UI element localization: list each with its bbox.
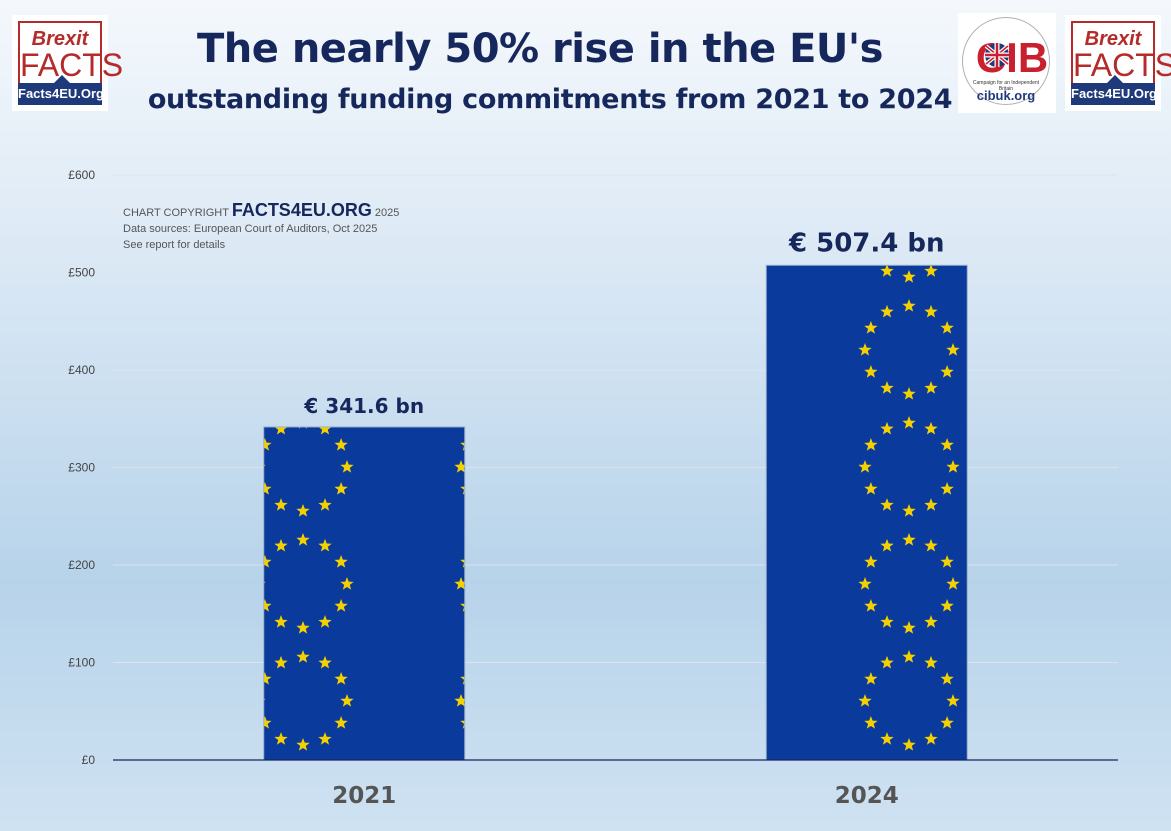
- cib-url: cibuk.org: [976, 88, 1036, 103]
- y-tick-label: £500: [68, 266, 95, 280]
- bar-2021: [263, 426, 466, 761]
- logo-brexit-text: Brexit: [1084, 28, 1142, 50]
- credit-line: CHART COPYRIGHT FACTS4EU.ORG 2025: [123, 200, 400, 221]
- logo-triangle: [54, 75, 70, 83]
- credit-prefix: CHART COPYRIGHT: [123, 207, 229, 219]
- y-tick-label: £400: [68, 363, 95, 377]
- cib-union-flag-icon: CIB: [977, 34, 1047, 78]
- x-tick-label-2021: 2021: [332, 783, 396, 809]
- y-tick-label: £0: [82, 753, 96, 767]
- data-label-2021: € 341.6 bn: [303, 394, 424, 418]
- credit-year: 2025: [374, 207, 400, 219]
- chart-title: The nearly 50% rise in the EU's: [197, 26, 883, 72]
- brexit-facts-logo-left: Brexit FACTS Facts4EU.Org: [12, 15, 123, 111]
- brexit-facts-logo-right: Brexit FACTS Facts4EU.Org: [1065, 15, 1171, 111]
- credit-brand: FACTS4EU.ORG: [231, 200, 372, 220]
- credit-source: Data sources: European Court of Auditors…: [123, 223, 378, 235]
- y-tick-label: £100: [68, 656, 95, 670]
- logo-triangle: [1107, 75, 1123, 83]
- y-tick-label: £600: [68, 168, 95, 182]
- x-tick-label-2024: 2024: [835, 783, 899, 809]
- logo-url-text: Facts4EU.Org: [18, 83, 104, 105]
- chart-credit: CHART COPYRIGHT FACTS4EU.ORG 2025 Data s…: [123, 200, 400, 253]
- y-tick-label: £300: [68, 461, 95, 475]
- cib-tagline: Campaign for an Independent Britain: [972, 80, 1040, 92]
- data-label-2024: € 507.4 bn: [788, 228, 945, 258]
- y-tick-label: £200: [68, 558, 95, 572]
- bar-2024: [765, 264, 968, 761]
- cib-logo-circle: CIB Campaign for an Independent Britain …: [962, 17, 1050, 105]
- cib-logo: CIB Campaign for an Independent Britain …: [958, 13, 1056, 113]
- logo-brexit-text: Brexit: [31, 28, 89, 50]
- logo-url-text: Facts4EU.Org: [1071, 83, 1157, 105]
- chart-subtitle: outstanding funding commitments from 202…: [147, 84, 953, 115]
- credit-note: See report for details: [123, 239, 226, 251]
